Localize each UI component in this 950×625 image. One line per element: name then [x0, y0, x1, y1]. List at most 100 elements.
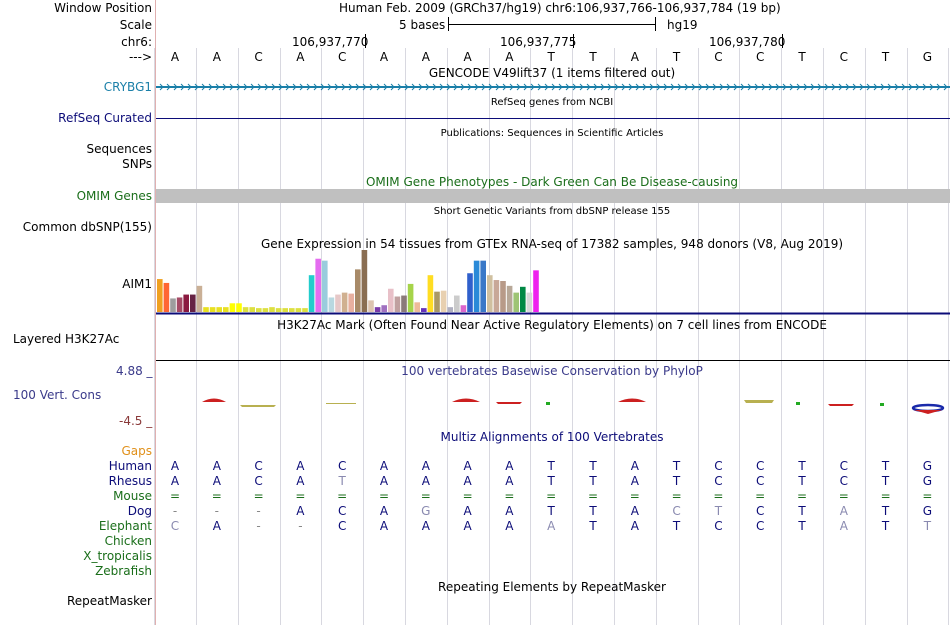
strand-chevron	[712, 83, 717, 91]
dbsnp-track-title[interactable]: Short Genetic Variants from dbSNP releas…	[433, 206, 671, 217]
gtex-tissue-bar	[388, 288, 394, 312]
strand-chevron	[768, 83, 773, 91]
species-label-chicken[interactable]: Chicken	[104, 534, 152, 548]
strand-chevron	[173, 83, 178, 91]
strand-chevron	[166, 83, 171, 91]
gtex-tissue-bar	[460, 305, 467, 312]
publications-sequences-label[interactable]: Sequences	[86, 142, 152, 156]
strand-chevron	[376, 83, 381, 91]
species-label-dog[interactable]: Dog	[127, 504, 152, 518]
strand-chevron	[817, 83, 822, 91]
gtex-expression-chart[interactable]	[156, 250, 950, 316]
phylop-track-title[interactable]: 100 vertebrates Basewise Conservation by…	[401, 364, 703, 378]
window-position-label: Window Position	[54, 1, 152, 15]
strand-chevron	[502, 83, 507, 91]
crybg1-gene-model[interactable]	[156, 80, 950, 94]
alignment-base: C	[254, 459, 263, 473]
dbsnp-label[interactable]: Common dbSNP(155)	[22, 220, 152, 234]
strand-chevron	[726, 83, 731, 91]
species-label-x_tropicalis[interactable]: X_tropicalis	[83, 549, 152, 563]
omim-track-title[interactable]: OMIM Gene Phenotypes - Dark Green Can Be…	[365, 175, 739, 189]
alignment-base: A	[505, 459, 514, 473]
repeatmasker-label[interactable]: RepeatMasker	[66, 594, 152, 608]
alignment-base: =	[420, 489, 431, 503]
alignment-base: A	[379, 504, 389, 518]
gene-label-crybg1[interactable]: CRYBG1	[103, 80, 152, 94]
alignment-base: C	[755, 459, 765, 473]
alignment-base: G	[421, 504, 431, 518]
phylop-peak	[796, 402, 800, 405]
track-label-column	[0, 0, 156, 625]
alignment-base: T	[798, 459, 806, 473]
alignment-base: =	[295, 489, 306, 503]
species-label-mouse[interactable]: Mouse	[113, 489, 152, 503]
gtex-tissue-bar	[269, 307, 275, 312]
strand-chevron	[236, 83, 241, 91]
strand-chevron	[614, 83, 619, 91]
species-label-rhesus[interactable]: Rhesus	[108, 474, 152, 488]
alignment-base: =	[587, 489, 599, 503]
publications-track-title[interactable]: Publications: Sequences in Scientific Ar…	[440, 128, 664, 139]
species-label-zebrafish[interactable]: Zebrafish	[95, 564, 152, 578]
assembly-label: hg19	[667, 18, 698, 32]
alignment-base: =	[796, 489, 808, 503]
species-label-elephant[interactable]: Elephant	[98, 519, 152, 533]
alignment-base: C	[755, 474, 765, 488]
species-label-human[interactable]: Human	[108, 459, 152, 473]
gtex-tissue-bar	[421, 308, 427, 312]
base-12: A	[630, 50, 639, 64]
h3k27ac-track-title[interactable]: H3K27Ac Mark (Often Found Near Active Re…	[277, 318, 827, 332]
scale-label: Scale	[119, 18, 152, 32]
alignment-base: =	[838, 489, 849, 503]
strand-chevron	[831, 83, 836, 91]
omim-gene-bar[interactable]	[156, 189, 950, 203]
gaps-label[interactable]: Gaps	[121, 444, 152, 458]
h3k27ac-baseline	[156, 360, 950, 361]
gtex-tissue-bar	[328, 297, 335, 312]
strand-chevron	[439, 83, 444, 91]
alignment-base: T	[881, 504, 890, 518]
strand-chevron	[369, 83, 374, 91]
alignment-base: A	[505, 504, 514, 518]
strand-chevron	[600, 83, 605, 91]
gencode-track-title[interactable]: GENCODE V49lift37 (1 items filtered out)	[428, 66, 676, 80]
publications-snps-label[interactable]: SNPs	[122, 157, 152, 171]
gtex-tissue-bar	[374, 307, 381, 312]
phylop-label[interactable]: 100 Vert. Cons	[13, 388, 102, 402]
strand-chevron	[222, 83, 227, 91]
alignment-base: T	[589, 504, 597, 518]
alignment-base: =	[504, 489, 515, 503]
gtex-tissue-bar	[394, 296, 401, 312]
phylop-conservation-plot[interactable]	[156, 392, 950, 418]
refseq-track-title[interactable]: RefSeq genes from NCBI	[490, 97, 614, 108]
alignment-base: A	[170, 459, 180, 473]
refseq-curated-label[interactable]: RefSeq Curated	[58, 111, 152, 125]
gtex-tissue-bar	[533, 270, 539, 312]
alignment-base: -	[256, 504, 261, 518]
alignment-base: C	[337, 504, 347, 518]
alignment-base: A	[421, 459, 430, 473]
h3k27ac-label[interactable]: Layered H3K27Ac	[13, 332, 120, 346]
gtex-track-title[interactable]: Gene Expression in 54 tissues from GTEx …	[260, 237, 844, 251]
strand-chevron	[901, 83, 906, 91]
gtex-gene-label[interactable]: AIM1	[122, 277, 152, 291]
alignment-base: A	[463, 504, 472, 518]
gtex-tissue-bar	[467, 273, 473, 312]
omim-genes-label[interactable]: OMIM Genes	[76, 189, 152, 203]
position-tick-2: 106,937,775	[500, 35, 577, 49]
multiz-track-title[interactable]: Multiz Alignments of 100 Vertebrates	[440, 430, 664, 444]
strand-chevron	[873, 83, 878, 91]
refseq-gene-line[interactable]	[156, 118, 950, 119]
alignment-base: C	[755, 504, 765, 518]
alignment-base: C	[672, 504, 681, 518]
gtex-tissue-bar	[401, 295, 407, 312]
strand-chevron	[929, 83, 934, 91]
strand-chevron	[187, 83, 192, 91]
strand-chevron	[796, 83, 801, 91]
strand-chevron	[362, 83, 367, 91]
repeatmasker-track-title[interactable]: Repeating Elements by RepeatMasker	[438, 580, 666, 594]
strand-chevron	[411, 83, 416, 91]
alignment-base: T	[923, 519, 932, 533]
alignment-base: C	[714, 474, 723, 488]
alignment-base: A	[379, 459, 389, 473]
